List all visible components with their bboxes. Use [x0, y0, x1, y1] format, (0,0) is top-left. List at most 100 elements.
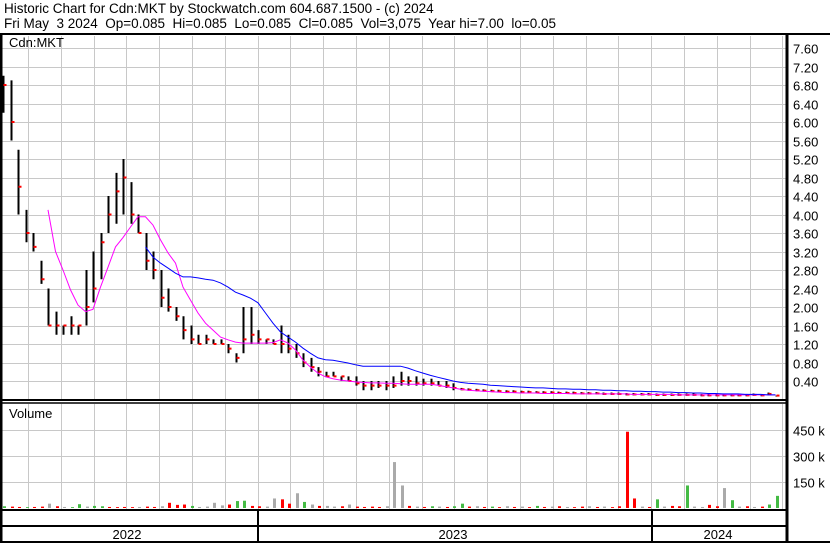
volume-bar: [401, 485, 404, 508]
volume-bar: [303, 501, 306, 508]
volume-bar: [161, 506, 164, 508]
year-label-2022: 2022: [113, 527, 142, 542]
volume-bar: [618, 506, 621, 508]
volume-bar: [86, 506, 89, 508]
close-tick: [221, 343, 225, 345]
volume-bar: [371, 506, 374, 508]
volume-bar: [498, 507, 501, 508]
y-tick-label: 0.80: [793, 357, 818, 372]
volume-bar: [221, 505, 224, 508]
close-tick: [573, 392, 577, 395]
volume-bar: [123, 506, 126, 508]
close-tick: [243, 338, 247, 341]
volume-bar: [78, 504, 81, 508]
close-tick: [153, 269, 157, 271]
close-tick: [446, 384, 450, 387]
y-tick-label: 2.00: [793, 301, 818, 316]
close-tick: [251, 333, 255, 336]
close-tick: [318, 370, 322, 373]
volume-bar: [528, 507, 531, 508]
close-tick: [161, 296, 165, 299]
close-tick: [363, 384, 367, 387]
volume-bar: [236, 501, 239, 508]
volume-bar: [678, 506, 681, 508]
volume-bar: [108, 506, 111, 508]
volume-bar: [393, 462, 396, 508]
volume-bar: [243, 500, 246, 508]
y-tick-label: 5.60: [793, 135, 818, 150]
volume-bar: [588, 506, 591, 508]
volume-bar: [566, 506, 569, 508]
close-tick: [183, 329, 187, 332]
close-tick: [41, 278, 45, 281]
volume-bar: [768, 504, 771, 508]
volume-bar: [738, 506, 741, 508]
volume-bar: [761, 506, 764, 508]
volume-bar: [71, 507, 74, 508]
volume-bar: [356, 506, 359, 508]
volume-bar: [633, 498, 636, 508]
close-tick: [168, 306, 172, 308]
volume-bars: [3, 431, 779, 508]
y-tick-label: 5.20: [793, 153, 818, 168]
volume-tick-label: 450 k: [793, 424, 825, 439]
volume-bar: [41, 506, 44, 508]
close-tick: [228, 347, 232, 350]
close-tick: [356, 382, 360, 385]
y-tick-label: 7.60: [793, 42, 818, 57]
close-tick: [506, 390, 510, 393]
close-tick: [131, 213, 135, 216]
volume-bar: [341, 506, 344, 508]
grid-lines: [2, 36, 787, 509]
close-tick: [138, 232, 142, 234]
close-tick: [48, 324, 52, 327]
volume-bar: [116, 507, 119, 508]
close-tick: [768, 392, 772, 395]
volume-bar: [611, 507, 614, 508]
close-tick: [86, 306, 90, 308]
volume-bar: [318, 505, 321, 508]
close-tick: [311, 366, 315, 369]
volume-bar: [671, 505, 674, 508]
volume-bar: [311, 504, 314, 508]
close-tick: [491, 390, 495, 393]
volume-bar: [491, 506, 494, 508]
ma-short-line: [47, 209, 776, 396]
volume-bar: [558, 506, 561, 508]
volume-bar: [176, 504, 179, 508]
close-tick: [108, 213, 112, 216]
volume-bar: [281, 499, 284, 508]
volume-bar: [656, 499, 659, 508]
volume-bar: [228, 504, 231, 508]
volume-bar: [776, 495, 779, 508]
close-tick: [371, 384, 375, 387]
close-tick: [33, 245, 37, 248]
close-tick: [146, 259, 150, 262]
close-tick: [123, 176, 127, 179]
volume-bar: [731, 500, 734, 508]
volume-bar: [551, 506, 554, 508]
volume-bar: [206, 506, 209, 508]
volume-bar: [363, 506, 366, 508]
close-tick: [386, 384, 390, 387]
y-tick-label: 1.20: [793, 338, 818, 353]
close-tick: [393, 384, 397, 387]
volume-bar: [476, 506, 479, 508]
volume-bar: [198, 506, 201, 508]
close-tick: [566, 392, 570, 395]
volume-bar: [288, 503, 291, 508]
y-tick-label: 1.60: [793, 320, 818, 335]
volume-bar: [701, 506, 704, 508]
close-tick: [528, 391, 532, 394]
volume-bar: [273, 498, 276, 508]
close-tick: [513, 390, 517, 393]
close-tick: [288, 347, 292, 350]
close-tick: [468, 388, 472, 391]
volume-bar: [48, 503, 51, 508]
y-tick-label: 6.00: [793, 116, 818, 131]
close-tick: [78, 324, 82, 327]
volume-label: Volume: [9, 406, 52, 421]
volume-bar: [543, 506, 546, 508]
volume-bar: [146, 506, 149, 508]
